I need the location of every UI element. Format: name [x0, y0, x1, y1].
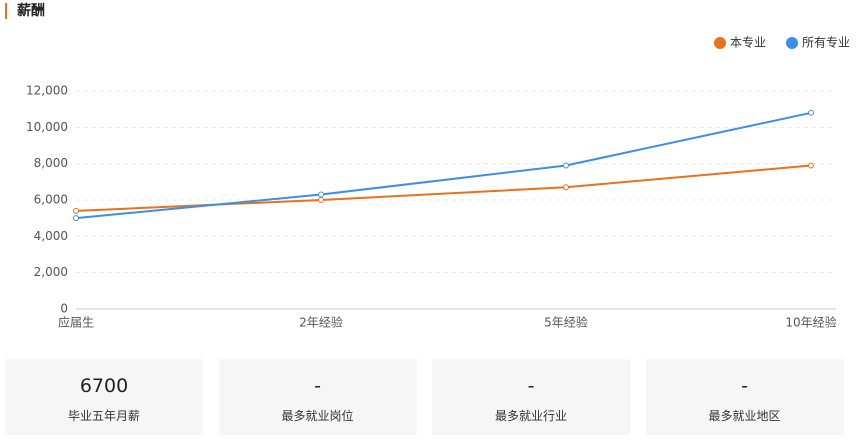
- line: [75, 111, 812, 220]
- point: [808, 109, 814, 116]
- x-tick-label: 2年经验: [299, 315, 343, 330]
- card-value: -: [314, 375, 321, 397]
- chart: 薪酬 0 2,000 4,000 6,000 8,000 10,000 12,000 应届生 2…: [5, 2, 850, 330]
- legend-label: 本专业: [730, 35, 766, 50]
- legend-marker: [786, 37, 798, 49]
- y-tick-label: 4,000: [34, 229, 68, 243]
- card-value: -: [741, 375, 748, 397]
- y-tick-label: 8,000: [34, 156, 68, 170]
- card-value: -: [527, 375, 535, 397]
- y-tick-label: 2,000: [34, 265, 68, 279]
- x-tick-label: 应届生: [58, 315, 94, 330]
- title-accent: [5, 3, 7, 19]
- point: [563, 162, 569, 169]
- chart-title: 薪酬: [17, 2, 45, 19]
- x-tick-label: 10年经验: [785, 315, 836, 330]
- point: [73, 215, 79, 222]
- y-tick-label: 12,000: [26, 84, 68, 98]
- legend-label: 所有专业: [802, 35, 850, 50]
- legend-marker: [714, 37, 726, 49]
- y-tick-label: 10,000: [26, 120, 68, 134]
- stat-card: - 最多就业行业: [432, 359, 630, 435]
- stat-card: - 最多就业地区: [645, 359, 844, 435]
- y-tick-label: 6,000: [34, 193, 68, 207]
- point: [563, 184, 569, 191]
- stat-card: 6700 毕业五年月薪: [5, 359, 203, 435]
- point: [318, 197, 324, 203]
- card-label: 最多就业地区: [708, 409, 781, 423]
- y-tick-label: 0: [60, 302, 68, 316]
- card-label: 最多就业行业: [494, 409, 567, 423]
- point: [318, 191, 324, 198]
- stat-card: - 最多就业岗位: [218, 359, 417, 435]
- card-label: 毕业五年月薪: [67, 409, 140, 423]
- cards: 6700 毕业五年月薪 - 最多就业岗位 - 最多就业行业 - 最多就业地区: [5, 359, 845, 435]
- point: [73, 207, 79, 214]
- point: [808, 162, 814, 169]
- x-tick-label: 5年经验: [544, 315, 588, 330]
- card-label: 最多就业岗位: [281, 409, 354, 423]
- card-value: 6700: [79, 375, 129, 397]
- line: [75, 164, 812, 212]
